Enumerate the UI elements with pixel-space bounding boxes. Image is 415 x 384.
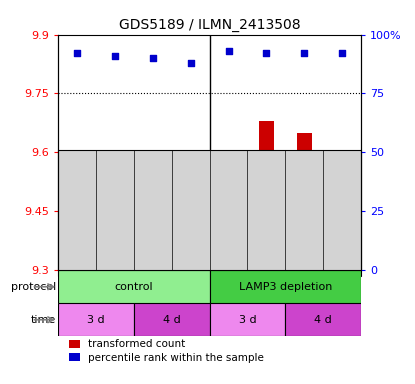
Text: 4 d: 4 d xyxy=(314,315,332,325)
Text: LAMP3 depletion: LAMP3 depletion xyxy=(239,282,332,292)
Point xyxy=(339,50,345,56)
Bar xyxy=(297,133,312,270)
Point xyxy=(225,48,232,54)
Point xyxy=(301,50,308,56)
Bar xyxy=(210,303,286,336)
Point xyxy=(112,53,118,59)
Point xyxy=(187,60,194,66)
Legend: transformed count, percentile rank within the sample: transformed count, percentile rank withi… xyxy=(69,339,264,362)
Bar xyxy=(69,235,85,270)
Text: 3 d: 3 d xyxy=(239,315,256,325)
Bar xyxy=(58,270,210,303)
Text: control: control xyxy=(115,282,153,292)
Text: 4 d: 4 d xyxy=(163,315,181,325)
Bar xyxy=(58,151,361,276)
Point xyxy=(149,55,156,61)
Bar xyxy=(58,303,134,336)
Bar xyxy=(221,204,236,270)
Text: time: time xyxy=(31,315,56,325)
Bar xyxy=(334,164,350,270)
Bar xyxy=(210,270,361,303)
Text: 3 d: 3 d xyxy=(87,315,105,325)
Bar xyxy=(134,303,210,336)
Bar xyxy=(286,303,361,336)
Point xyxy=(74,50,81,56)
Bar xyxy=(183,251,198,270)
Point xyxy=(263,50,270,56)
Text: protocol: protocol xyxy=(11,282,56,292)
Title: GDS5189 / ILMN_2413508: GDS5189 / ILMN_2413508 xyxy=(119,18,300,32)
Bar xyxy=(145,258,160,270)
Bar xyxy=(107,243,122,270)
Bar xyxy=(259,121,274,270)
